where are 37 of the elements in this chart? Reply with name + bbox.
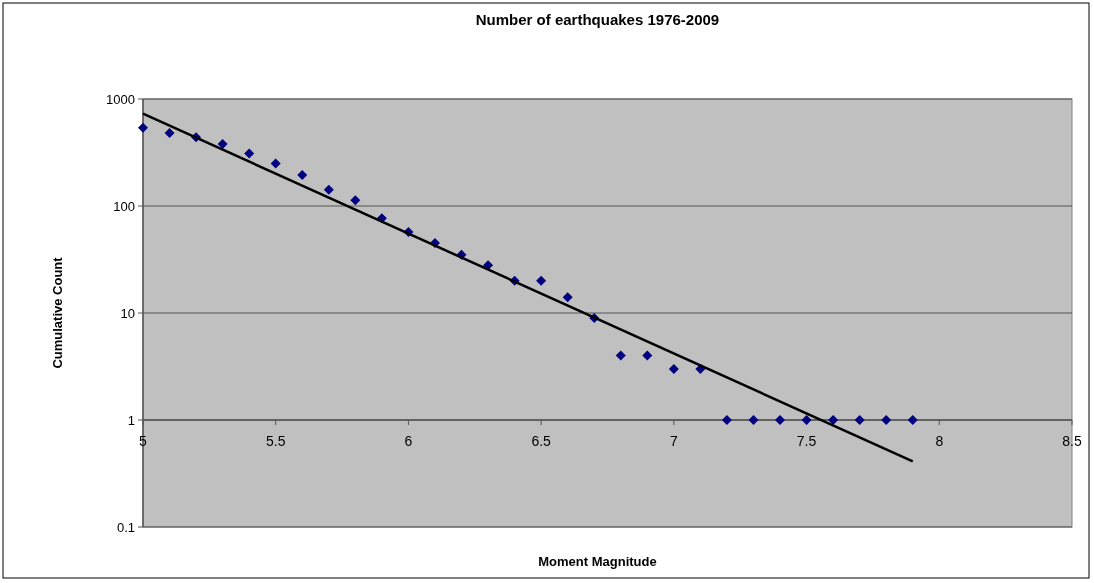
x-tick-label: 6 <box>404 433 413 449</box>
point <box>350 195 361 206</box>
y-tick-label: 100 <box>113 198 135 214</box>
y-tick-label: 0.1 <box>116 519 135 535</box>
point <box>907 415 918 425</box>
point <box>748 415 759 425</box>
x-tick-label: 5 <box>139 433 148 449</box>
point <box>562 292 573 303</box>
point <box>138 122 148 133</box>
y-tick-label: 1 <box>127 412 135 428</box>
point <box>244 148 255 159</box>
point <box>270 158 281 169</box>
point <box>642 350 653 361</box>
point <box>801 415 812 425</box>
y-axis-title: Cumulative Count <box>50 256 65 369</box>
x-tick-label: 8 <box>935 433 944 449</box>
point <box>668 363 679 374</box>
point <box>828 415 839 425</box>
x-axis-title: Moment Magnitude <box>538 554 657 569</box>
point <box>536 275 547 286</box>
point <box>615 350 626 361</box>
y-tick-label: 10 <box>120 305 135 321</box>
x-tick-label: 6.5 <box>531 433 552 449</box>
x-tick-label: 7.5 <box>796 433 817 449</box>
point <box>323 184 334 195</box>
y-tick-label: 1000 <box>106 91 135 107</box>
x-tick-label: 8.5 <box>1062 433 1082 449</box>
chart-title: Number of earthquakes 1976-2009 <box>475 11 720 28</box>
point <box>297 169 308 180</box>
point <box>775 415 786 425</box>
point <box>164 128 175 139</box>
point <box>854 415 865 425</box>
point <box>721 415 732 425</box>
point <box>217 138 228 149</box>
point <box>881 415 892 425</box>
x-tick-label: 7 <box>669 433 678 449</box>
x-tick-label: 5.5 <box>265 433 286 449</box>
